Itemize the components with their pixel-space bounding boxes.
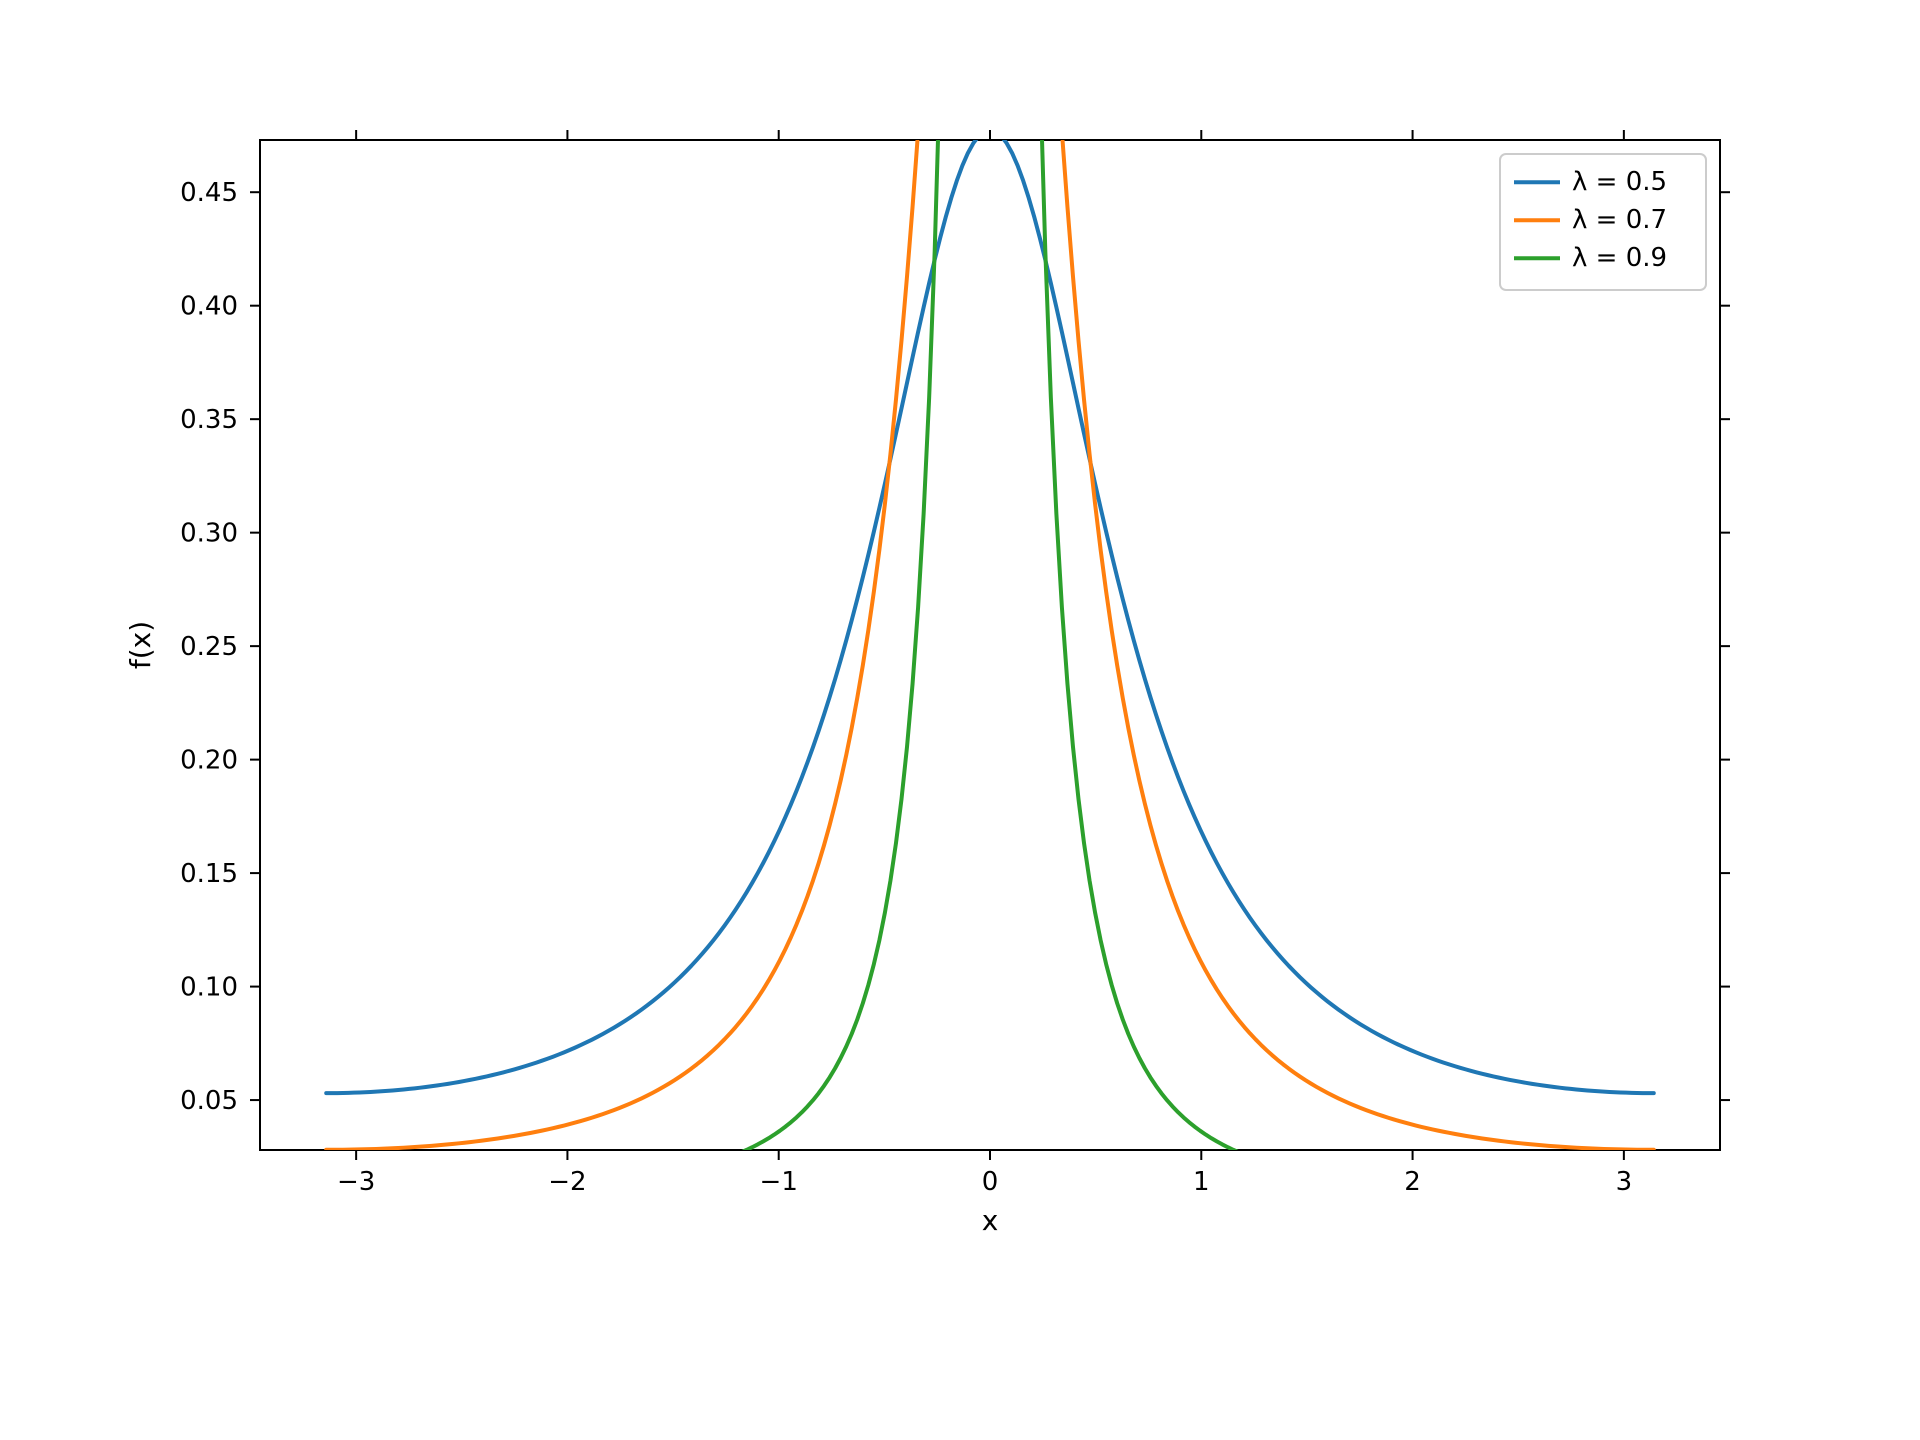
y-tick-label: 0.05 — [180, 1086, 238, 1116]
legend: λ = 0.5 λ = 0.7 λ = 0.9 — [1500, 154, 1706, 290]
y-axis-label: f(x) — [124, 621, 157, 669]
x-tick-label: −1 — [760, 1167, 798, 1197]
y-tick-label: 0.15 — [180, 859, 238, 889]
y-tick-label: 0.10 — [180, 973, 238, 1003]
x-tick-label: −2 — [548, 1167, 586, 1197]
y-tick-label: 0.35 — [180, 405, 238, 435]
x-tick-label: −3 — [337, 1167, 375, 1197]
x-axis-label: x — [982, 1204, 999, 1237]
x-tick-label: 0 — [982, 1167, 999, 1197]
legend-label-lambda-0.9: λ = 0.9 — [1572, 243, 1667, 273]
x-tick-label: 1 — [1193, 1167, 1210, 1197]
plot-background — [260, 140, 1720, 1150]
legend-label-lambda-0.5: λ = 0.5 — [1572, 167, 1667, 197]
legend-label-lambda-0.7: λ = 0.7 — [1572, 205, 1667, 235]
chart-root: −3 −2 −1 0 1 2 3 0.05 0.10 0.15 0.20 0.25 0.30 0.35 0… — [0, 0, 1920, 1440]
x-tick-label: 3 — [1616, 1167, 1633, 1197]
y-tick-label: 0.40 — [180, 292, 238, 322]
y-tick-label: 0.25 — [180, 632, 238, 662]
y-tick-label: 0.45 — [180, 178, 238, 208]
y-tick-label: 0.20 — [180, 746, 238, 776]
line-chart-svg: −3 −2 −1 0 1 2 3 0.05 0.10 0.15 0.20 0.25 0.30 0.35 0… — [0, 0, 1920, 1440]
x-tick-label: 2 — [1404, 1167, 1421, 1197]
y-tick-label: 0.30 — [180, 519, 238, 549]
